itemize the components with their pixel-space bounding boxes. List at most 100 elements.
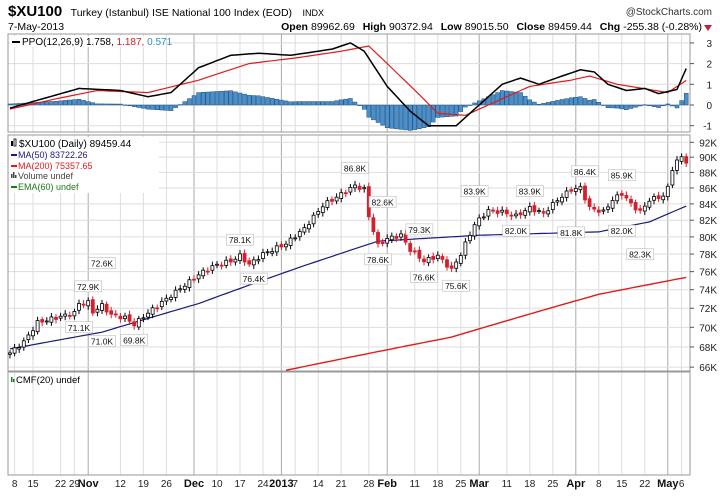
ppo-histogram-bar	[614, 104, 620, 109]
price-candle	[500, 206, 505, 216]
ppo-histogram-bar	[256, 95, 261, 106]
price-annotation-box	[502, 224, 530, 237]
price-annotation: 78.6K	[367, 255, 390, 265]
x-tick-label: 14	[313, 479, 325, 490]
price-candle	[532, 201, 537, 216]
price-candle	[619, 190, 624, 200]
price-candle	[251, 256, 256, 269]
price-candle	[371, 213, 376, 236]
price-y-tick-label: 76K	[699, 268, 717, 279]
price-legend-title: $XU100 (Daily) 89459.44	[19, 139, 132, 150]
copyright-link[interactable]: @StockCharts.com	[626, 7, 712, 18]
price-candle	[357, 182, 362, 193]
ppo-histogram-bar	[679, 100, 684, 106]
ppo-histogram-bar	[504, 90, 510, 106]
price-candle	[90, 296, 95, 317]
ppo-histogram-bar	[237, 92, 243, 106]
ppo-histogram-bar	[7, 103, 13, 106]
x-tick-label: 22	[55, 479, 67, 490]
price-annotation: 81.8K	[560, 228, 583, 238]
ppo-histogram-bar	[555, 100, 560, 106]
ppo-histogram-bar	[306, 101, 312, 106]
price-candle	[77, 299, 81, 315]
price-candle	[187, 276, 192, 292]
x-tick-label: 12	[115, 479, 127, 490]
ppo-histogram-bar	[297, 101, 303, 106]
ppo-histogram-bar	[72, 99, 77, 106]
ppo-histogram-bar	[315, 101, 321, 106]
x-tick-label: 15	[616, 479, 628, 490]
cmf-icon	[11, 377, 15, 382]
price-y-tick-label: 72K	[699, 304, 717, 315]
ma200-legend: MA(200) 75357.65	[18, 161, 93, 171]
index-name: Turkey (Istanbul) ISE National 100 Index…	[71, 7, 292, 19]
ppo-histogram-bar	[541, 103, 546, 106]
price-candle	[127, 310, 132, 325]
price-candle	[219, 261, 224, 270]
price-y-tick-label: 68K	[699, 343, 717, 354]
ppo-histogram-bar	[283, 100, 289, 106]
x-tick-label: 26	[161, 479, 173, 490]
price-candle	[417, 246, 422, 263]
price-candle	[661, 192, 666, 204]
ppo-histogram-bar	[559, 99, 565, 106]
price-candle	[550, 199, 555, 214]
price-candle	[238, 250, 242, 265]
price-y-tick-label: 74K	[699, 286, 717, 297]
price-candle	[297, 228, 302, 241]
x-tick-label: 29	[69, 479, 81, 490]
price-annotation: 75.6K	[445, 281, 468, 291]
price-candle	[31, 326, 35, 340]
ppo-histogram-bar	[325, 101, 330, 106]
price-annotation-box	[240, 272, 268, 285]
ppo-histogram-bar	[136, 104, 142, 108]
ppo-histogram-bar	[463, 104, 468, 108]
price-candle	[445, 256, 449, 271]
price-candle	[353, 180, 357, 192]
ppo-histogram-bar	[196, 92, 201, 106]
price-candle	[104, 301, 109, 316]
ppo-histogram-bar	[495, 92, 500, 106]
cmf-panel	[7, 371, 691, 476]
ppo-histogram-bar	[164, 104, 169, 111]
price-candle	[21, 337, 26, 351]
price-candle	[205, 267, 210, 276]
quote-summary: Open 89962.69 High 90372.94 Low 89015.50 Cl…	[281, 21, 702, 33]
price-annotation: 82.0K	[505, 226, 528, 236]
price-candle	[362, 184, 367, 193]
price-candle	[215, 261, 219, 269]
price-candle	[458, 252, 463, 267]
price-y-tick-label: 70K	[699, 323, 717, 334]
x-tick-label: 22	[639, 479, 651, 490]
ppo-histogram-bar	[90, 102, 96, 106]
price-candle	[481, 212, 486, 221]
ppo-histogram-bar	[108, 103, 114, 106]
price-candle	[426, 254, 431, 267]
ppo-histogram-bar	[122, 104, 128, 106]
price-candle	[58, 312, 63, 322]
x-tick-label: Mar	[469, 478, 489, 490]
ppo-histogram-bar	[288, 101, 293, 106]
ppo-histogram-bar	[145, 104, 151, 110]
y-axis-labels: 3 2 1 0 -1 92K 90K 88K 86K 84K 82K 80K 78K 76K 74K 72K 7…	[690, 39, 717, 374]
x-tick-label: Nov	[78, 478, 100, 490]
price-candle	[136, 315, 141, 331]
ppo-histogram-bar	[532, 101, 537, 106]
ppo-histogram-bar	[467, 104, 473, 106]
ppo-histogram-bar	[118, 103, 123, 106]
price-candle	[302, 223, 307, 235]
price-annotation: 71.0K	[91, 337, 114, 347]
price-candle	[270, 247, 275, 257]
ppo-histogram-bar	[81, 100, 86, 106]
price-candle	[449, 261, 454, 272]
price-candle	[638, 205, 643, 214]
price-annotation: 82.3K	[629, 250, 652, 260]
ma50-legend: MA(50) 83722.26	[18, 150, 88, 160]
price-candle	[477, 214, 482, 230]
price-candle	[633, 199, 638, 214]
ppo-histogram-bar	[334, 100, 339, 106]
price-candle	[684, 153, 689, 168]
ppo-histogram-bar	[200, 92, 206, 106]
ppo-histogram-bar	[573, 96, 579, 106]
price-candle	[376, 229, 380, 248]
